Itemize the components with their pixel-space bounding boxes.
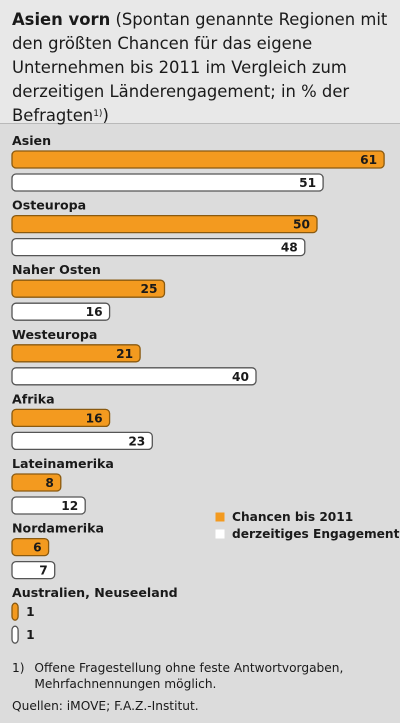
legend-label-chancen: Chancen bis 2011 [232,510,353,524]
value-label-chancen-afrika: 16 [86,411,103,425]
bar-engagement-asien [11,173,324,192]
category-label-osteuropa: Osteuropa [12,198,86,213]
category-label-australien-neuseeland: Australien, Neuseeland [12,585,178,600]
bar-engagement-westeuropa [11,367,257,386]
bar-engagement-australien-neuseeland [11,625,19,644]
value-label-chancen-naher-osten: 25 [141,282,158,296]
category-label-lateinamerika: Lateinamerika [12,456,114,471]
footnote-marker: 1) [12,661,25,675]
value-label-chancen-asien: 61 [360,153,377,167]
bar-engagement-lateinamerika [11,496,86,515]
value-label-engagement-lateinamerika: 12 [61,499,78,513]
value-label-chancen-lateinamerika: 8 [45,476,53,490]
chart-title: Asien vorn [12,10,111,29]
value-label-engagement-australien-neuseeland: 1 [26,628,34,642]
bar-chancen-lateinamerika [11,473,62,492]
value-label-engagement-westeuropa: 40 [232,370,249,384]
sources: Quellen: iMOVE; F.A.Z.-Institut. [12,699,199,713]
category-label-asien: Asien [12,133,51,148]
bar-chancen-afrika [11,408,111,428]
legend-label-engagement: derzeitiges Engagement [232,527,400,541]
category-label-westeuropa: Westeuropa [12,327,97,342]
value-label-chancen-westeuropa: 21 [116,347,133,361]
chart-subtitle: (Spontan genannte Regionen mit den größt… [12,10,388,125]
category-label-afrika: Afrika [12,391,55,406]
value-label-engagement-osteuropa: 48 [281,241,298,255]
legend-swatch-chancen [215,512,225,522]
category-label-naher-osten: Naher Osten [12,262,101,277]
bar-chancen-osteuropa [11,214,318,234]
value-label-engagement-afrika: 23 [128,434,145,448]
legend-swatch-engagement [215,529,225,539]
subtitle-close-paren: ) [102,106,109,125]
value-label-chancen-osteuropa: 50 [293,218,310,232]
value-label-engagement-naher-osten: 16 [86,305,103,319]
footnote-reference: 1) [93,109,103,119]
chart-header: Asien vorn (Spontan genannte Regionen mi… [0,0,400,125]
bar-chancen-westeuropa [11,344,141,363]
bar-chancen-naher-osten [11,279,166,298]
bar-engagement-osteuropa [11,237,306,257]
bar-engagement-nordamerika [11,560,56,580]
value-label-chancen-australien-neuseeland: 1 [26,605,34,619]
bar-chancen-nordamerika [11,537,50,557]
bar-engagement-naher-osten [11,302,111,321]
category-label-nordamerika: Nordamerika [12,521,104,536]
value-label-engagement-asien: 51 [299,176,316,190]
value-label-chancen-nordamerika: 6 [33,541,41,555]
bar-engagement-afrika [11,431,153,451]
bar-chancen-australien-neuseeland [11,602,19,621]
bar-chancen-asien [11,150,385,169]
footnote-text: Offene Fragestellung ohne feste Antwortv… [34,661,344,691]
value-label-engagement-nordamerika: 7 [39,564,47,578]
footnote: 1) Offene Fragestellung ohne feste Antwo… [12,660,344,692]
